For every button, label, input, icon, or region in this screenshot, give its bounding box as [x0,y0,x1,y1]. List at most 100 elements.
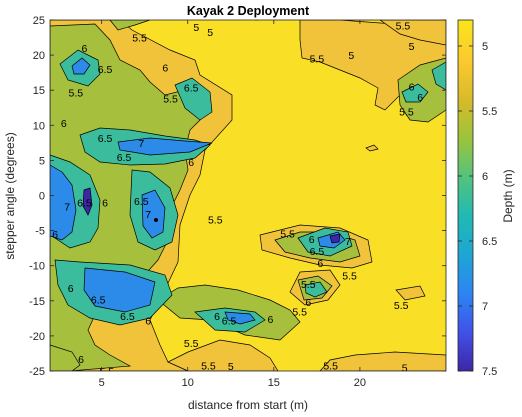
contour-level-label: 5.5 [100,366,115,378]
contour-level-label: 6.5 [98,64,113,76]
x-tick-label: 20 [354,377,366,389]
contour-level-label: 6 [309,234,315,246]
x-tick-label: 15 [268,377,280,389]
contour-level-label: 5.5 [310,54,325,66]
contour-level-label: 5 [402,362,408,374]
contour-level-label: 5 [409,41,415,53]
contour-level-label: 6.5 [310,246,325,258]
contour-level-label: 7 [64,202,70,214]
colorbar [457,19,474,372]
contour-level-label: 6.5 [77,198,92,210]
x-axis-ticks: 5 10 15 20 [99,20,366,389]
contour-level-label: 6 [102,198,108,210]
contour-level-label: 5.5 [301,279,316,291]
contour-level-label: 5.5 [208,214,223,226]
contour-level-label: 6.5 [120,311,135,323]
contour-level-label: 5.5 [163,94,178,106]
contour-core-point [154,218,158,222]
contour-level-label: 6.5 [117,152,132,164]
contour-band-7 [224,311,256,325]
y-tick-label: -20 [29,331,45,343]
colorbar-tick-label: 5.5 [482,106,497,118]
contour-level-label: 6 [52,229,58,241]
chart-title: Kayak 2 Deployment [187,4,310,18]
y-tick-label: 0 [39,191,45,203]
x-tick-label: 10 [182,377,194,389]
contour-level-label: 6 [409,82,415,94]
contour-level-label: 6.5 [98,133,113,145]
contour-level-label: 5.5 [132,33,147,45]
contour-level-label: 5.5 [292,306,307,318]
contour-level-label: 5 [228,361,234,373]
y-tick-label: -10 [29,261,45,273]
contour-level-label: 5.5 [342,271,357,283]
contour-band-5-5 [365,144,379,152]
contour-band-5-5 [319,351,446,371]
contour-level-label: 5.5 [69,87,84,99]
y-tick-label: 10 [33,120,45,132]
contour-band-7 [117,137,213,156]
x-axis-label: distance from start (m) [188,398,308,412]
contour-level-label: 6 [317,258,323,270]
contour-level-label: 6 [82,43,88,55]
contour-level-label: 6 [305,297,311,309]
contour-band-6-5 [401,83,429,103]
colorbar-tick-label: 6.5 [482,236,497,248]
contour-level-label: 6.5 [134,196,149,208]
contour-level-label: 6.5 [91,294,106,306]
colorbar-tick-label: 7 [482,301,488,313]
contour-level-label: 6 [162,63,168,75]
contour-level-label: 6.5 [222,315,237,327]
y-tick-label: 25 [33,15,45,27]
contour-band-7 [83,267,156,313]
contour-level-label: 6 [78,354,84,366]
contour-band-6-5 [431,61,446,91]
contour-level-label: 7 [138,138,144,150]
contour-band-7 [71,57,91,75]
y-tick-label: -25 [29,366,45,378]
contour-level-label: 5.5 [399,106,414,118]
colorbar-label: Depth (m) [501,169,515,222]
contour-level-label: 5 [193,22,199,34]
colorbar-ticks: 5 5.5 6 6.5 7 7.5 [458,41,497,378]
contour-band-5-5 [379,20,446,46]
contour-band-7 [141,189,166,239]
colorbar-tick-label: 7.5 [482,366,497,378]
contour-level-label: 5.5 [323,360,338,372]
contour-level-label: 5.5 [396,21,411,33]
contour-level-label: 5.5 [201,360,216,372]
contour-band-7-5 [329,233,341,244]
contour-level-label: 5 [254,11,260,23]
y-axis-ticks: -25 -20 -15 -10 -5 0 5 10 15 20 25 [29,15,446,378]
y-tick-label: 20 [33,50,45,62]
contour-level-label: 6 [267,314,273,326]
colorbar-tick-label: 5 [482,41,488,53]
x-tick-label: 5 [99,377,105,389]
contour-level-label: 6 [61,118,67,130]
contour-level-label: 6.5 [184,82,199,94]
contour-level-label: 6 [68,283,74,295]
contour-level-label: 5.5 [184,338,199,350]
colorbar-tick-label: 6 [482,171,488,183]
contour-level-label: 6 [417,92,423,104]
contour-level-label: 7 [345,236,351,248]
contour-level-label: 6 [214,311,220,323]
contour-level-label: 7 [145,209,151,221]
contour-level-label: 6 [188,157,194,169]
contour-band-6-5 [304,281,328,298]
contour-level-label: 5 [348,50,354,62]
contour-level-label: 5.5 [394,300,409,312]
y-tick-label: 5 [39,155,45,167]
contour-band-6-5 [174,77,213,121]
y-tick-label: -15 [29,296,45,308]
contour-band-5-5 [395,285,426,301]
contour-level-label: 5.5 [280,228,295,240]
contour-band-7 [50,164,77,241]
y-tick-label: 15 [33,85,45,97]
y-tick-label: -5 [35,226,45,238]
contour-level-label: 6 [145,315,151,327]
contour-band-5-5 [167,339,279,371]
